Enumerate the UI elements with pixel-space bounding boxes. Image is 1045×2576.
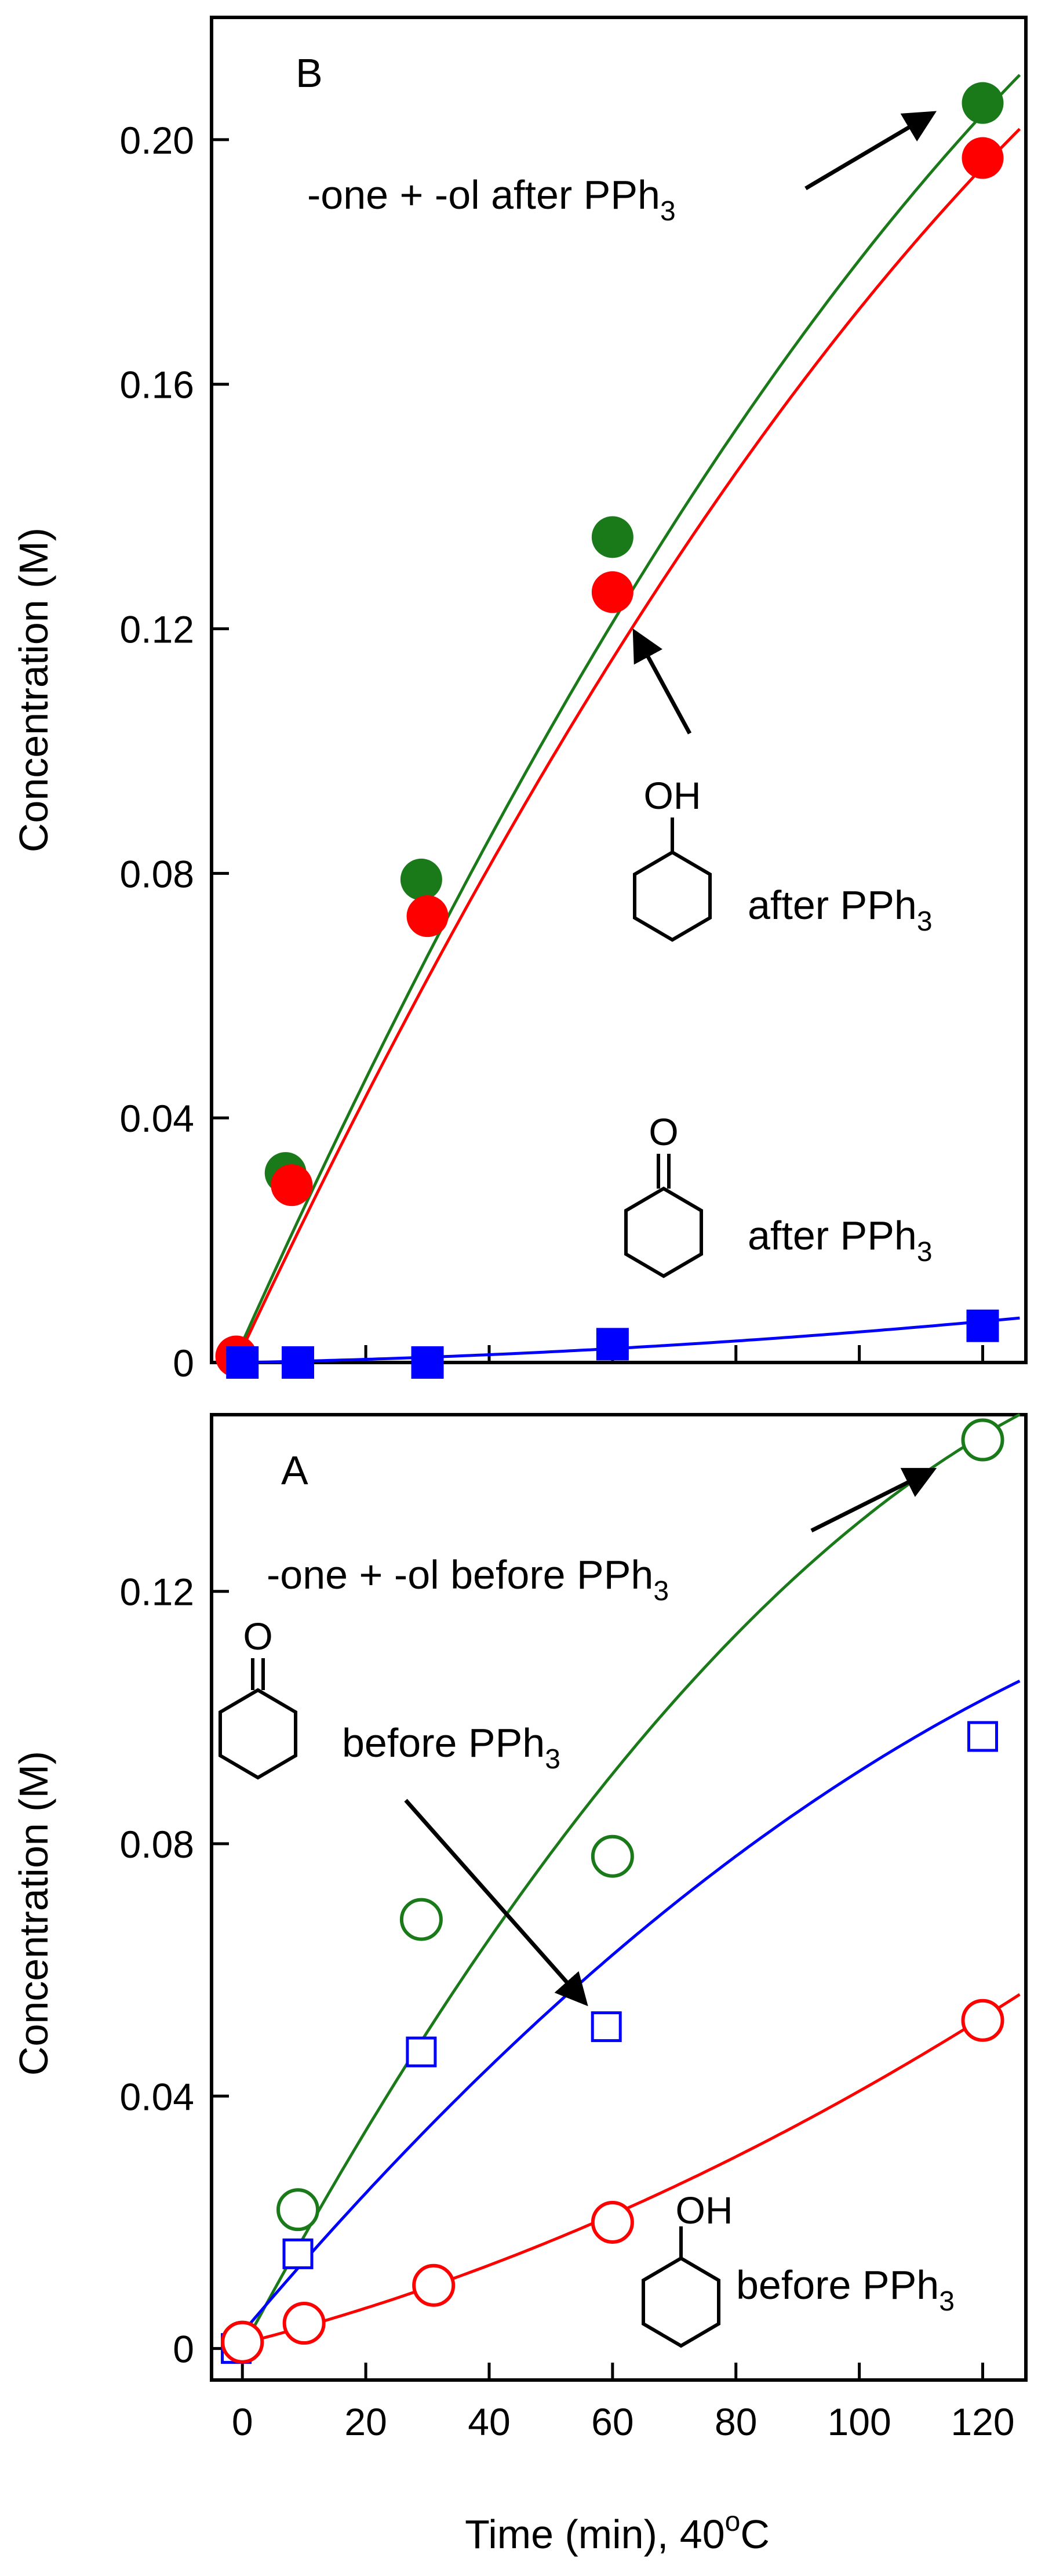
y-tick-label: 0: [173, 2328, 194, 2371]
cyclohexanone-structure-icon: O: [624, 1110, 703, 1278]
data-point-one_after: [966, 1309, 999, 1342]
plot-frame: [210, 16, 1028, 1364]
plot-frame: [210, 1413, 1028, 2382]
y-tick-label: 0.04: [120, 2075, 194, 2118]
data-point-ol_after: [406, 895, 449, 938]
data-point-one_ol_after: [400, 858, 442, 900]
axis-ticks: 0 0.04 0.08 0.12 0.16 0.20: [120, 119, 984, 1385]
data-point-one_after: [282, 1346, 315, 1379]
cyclohexanol-structure-icon: OH: [633, 774, 712, 942]
data-point-one_ol_before: [276, 2188, 320, 2232]
y-tick-label: 0.08: [120, 1823, 194, 1866]
cyclohexanol-structure-icon: OH: [642, 2189, 733, 2348]
fit-curves: [241, 1413, 1021, 2349]
x-tick-label: 120: [951, 2400, 1014, 2443]
x-tick-label: 60: [591, 2400, 633, 2443]
x-axis-label: Time (min), 40oC: [465, 2506, 770, 2557]
data-point-one_ol_before: [961, 1418, 1004, 1462]
cyclohexanone-structure-icon: O: [219, 1615, 297, 1780]
data-point-one_after: [411, 1346, 444, 1379]
y-tick-label: 0.04: [120, 1097, 194, 1140]
annotation-ol-after: after PPh3: [748, 882, 933, 937]
svg-text:O: O: [243, 1615, 272, 1658]
annotation-one-before: before PPh3: [342, 1720, 560, 1775]
data-points: [221, 1418, 1004, 2364]
arrow-one-ol-before: [810, 1467, 937, 1533]
y-axis-label: Concentration (M): [11, 1751, 56, 2076]
data-point-ol_after: [591, 571, 633, 613]
panel-label: A: [281, 1448, 308, 1493]
data-point-ol_after: [962, 137, 1004, 179]
data-point-ol_after: [271, 1164, 313, 1207]
svg-text:OH: OH: [644, 774, 701, 817]
fit-line-ol_before: [242, 1993, 1021, 2345]
fit-line-one_after: [242, 1316, 1020, 1364]
data-point-one_before: [282, 2238, 314, 2269]
panel-a: A Concentration (M) 0 0.04 0.08 0.12 0 20 40 60…: [11, 1413, 1028, 2443]
data-point-one_ol_before: [399, 1898, 443, 1941]
data-points: [215, 82, 1004, 1379]
panel-label: B: [296, 50, 323, 96]
arrow-ol-after: [632, 628, 692, 735]
data-point-one_before: [406, 2036, 437, 2068]
fit-curves: [241, 74, 1021, 1364]
data-point-ol_before: [591, 2200, 634, 2244]
data-point-one_after: [226, 1346, 259, 1379]
data-point-one_ol_after: [591, 516, 633, 558]
x-tick-label: 80: [715, 2400, 757, 2443]
data-point-ol_before: [282, 2302, 326, 2345]
data-point-ol_before: [221, 2320, 264, 2364]
y-tick-label: 0: [173, 1342, 194, 1385]
fit-line-one_ol_after: [241, 74, 1021, 1343]
data-point-one_after: [596, 1328, 629, 1361]
fit-line-ol_after: [241, 128, 1021, 1349]
data-point-one_before: [591, 2011, 622, 2043]
annotation-ol-before: before PPh3: [736, 2262, 955, 2317]
axis-ticks: 0 0.04 0.08 0.12 0 20 40 60 80 100 120: [120, 1571, 1015, 2443]
svg-text:OH: OH: [676, 2189, 733, 2232]
y-tick-label: 0.20: [120, 119, 194, 162]
x-tick-label: 0: [232, 2400, 253, 2443]
y-tick-label: 0.16: [120, 364, 194, 406]
y-axis-label: Concentration (M): [11, 528, 56, 852]
data-point-ol_before: [412, 2263, 456, 2307]
fit-line-one_before: [241, 1680, 1021, 2334]
annotation-one-after: after PPh3: [748, 1213, 933, 1267]
arrow-one-ol-after: [804, 111, 937, 191]
annotation-one-ol-after: -one + -ol after PPh3: [307, 172, 676, 227]
panel-b: B Concentration (M) 0 0.04 0.08 0.12 0.16 0.2…: [11, 16, 1028, 1385]
arrow-one-before: [404, 1799, 588, 2007]
x-tick-label: 40: [468, 2400, 510, 2443]
y-tick-label: 0.12: [120, 1571, 194, 1614]
fit-line-one_ol_before: [241, 1413, 1021, 2349]
data-point-one_before: [967, 1721, 998, 1752]
data-point-one_ol_after: [962, 82, 1004, 124]
x-tick-label: 20: [344, 2400, 387, 2443]
y-tick-label: 0.08: [120, 852, 194, 895]
y-tick-label: 0.12: [120, 608, 194, 651]
svg-text:O: O: [649, 1110, 678, 1153]
annotation-one-ol-before: -one + -ol before PPh3: [267, 1552, 669, 1607]
data-point-one_ol_before: [591, 1834, 634, 1878]
data-point-ol_before: [961, 1999, 1004, 2042]
x-tick-label: 100: [828, 2400, 891, 2443]
